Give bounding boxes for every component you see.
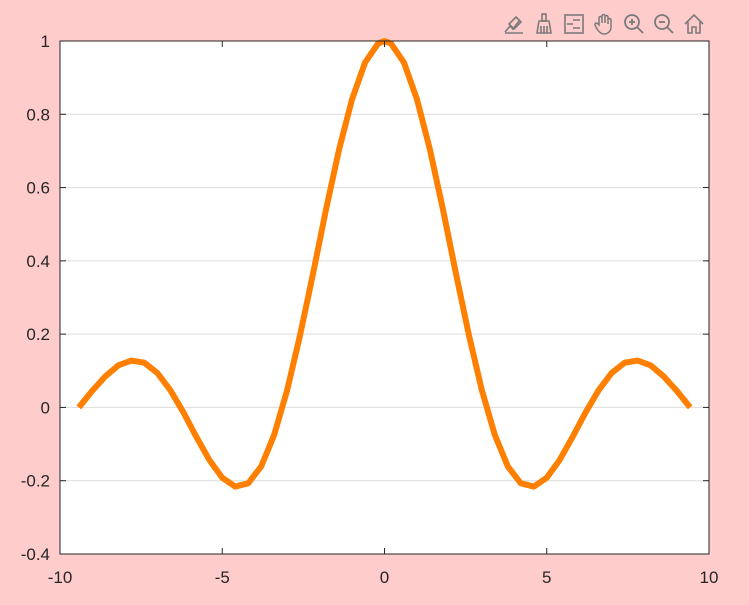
pan-hand-icon xyxy=(594,13,612,35)
legend-icon xyxy=(564,14,584,34)
y-tick-label: 0.2 xyxy=(26,325,50,344)
y-tick-label: -0.2 xyxy=(21,472,50,491)
x-tick-label: -10 xyxy=(48,568,73,587)
grid-lines xyxy=(60,113,709,482)
y-tick-label: 0.6 xyxy=(26,179,50,198)
y-tick-label: 0.8 xyxy=(26,105,50,124)
y-tick-label: -0.4 xyxy=(21,545,50,564)
axes-background xyxy=(60,41,709,554)
zoom-in-icon xyxy=(624,14,644,34)
legend-button[interactable] xyxy=(560,10,588,38)
home-icon xyxy=(684,13,704,34)
tick-labels: -0.4 -0.2 0 0.2 0.4 0.6 0.8 1 -10 -5 0 5 10 xyxy=(21,32,719,587)
brush-button[interactable] xyxy=(530,10,558,38)
pan-button[interactable] xyxy=(590,10,618,38)
y-tick-label: 0.4 xyxy=(26,252,50,271)
y-tick-label: 1 xyxy=(41,32,50,51)
axes-toolbar xyxy=(500,10,708,38)
zoom-in-button[interactable] xyxy=(620,10,648,38)
y-tick-label: 0 xyxy=(41,398,50,417)
x-tick-label: 5 xyxy=(542,568,551,587)
data-tips-icon xyxy=(504,15,523,34)
x-tick-label: 0 xyxy=(380,568,389,587)
ticks xyxy=(59,40,710,555)
brush-icon xyxy=(536,13,552,34)
zoom-out-icon xyxy=(654,14,674,34)
x-tick-label: 10 xyxy=(700,568,719,587)
x-tick-label: -5 xyxy=(215,568,230,587)
home-button[interactable] xyxy=(680,10,708,38)
data-tips-button[interactable] xyxy=(500,10,528,38)
zoom-out-button[interactable] xyxy=(650,10,678,38)
